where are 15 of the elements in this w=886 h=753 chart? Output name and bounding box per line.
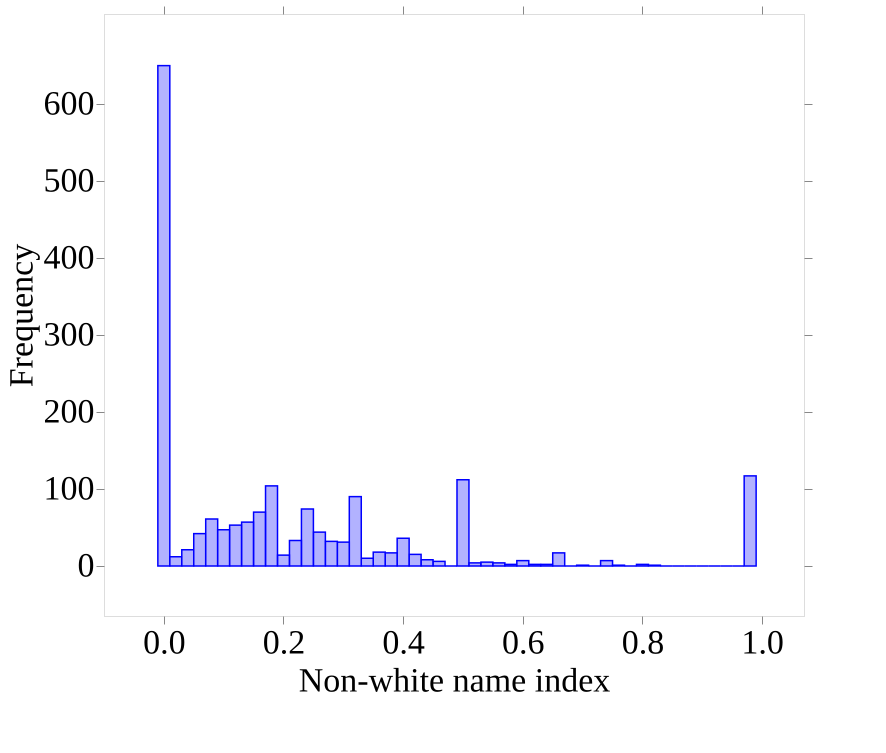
x-tick-label: 0.2 [262, 624, 306, 662]
x-axis-title: Non-white name index [298, 662, 610, 700]
y-axis-title: Frequency [4, 244, 40, 388]
y-tick-label: 600 [44, 86, 94, 123]
y-tick-label: 0 [78, 547, 94, 584]
y-tick-label: 200 [44, 393, 94, 430]
x-tick-label: 0.6 [502, 624, 545, 662]
x-tick-label: 0.0 [143, 624, 186, 662]
x-tick-label: 0.8 [622, 624, 664, 662]
y-tick-label: 500 [44, 162, 94, 200]
y-tick-label: 100 [44, 470, 94, 508]
y-tick-label: 300 [44, 316, 94, 354]
x-tick-label: 1.0 [741, 624, 784, 662]
x-tick-label: 0.4 [382, 624, 425, 662]
y-tick-label: 400 [44, 240, 94, 277]
